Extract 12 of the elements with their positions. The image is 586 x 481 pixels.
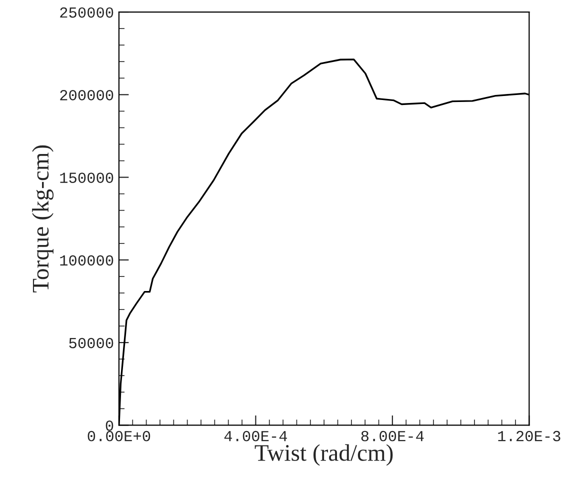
x-tick-label: 0.00E+0 [88,430,150,442]
x-tick-label: 4.00E-4 [224,430,287,442]
y-tick-label: 100000 [60,255,114,266]
y-tick-label: 250000 [60,7,114,18]
y-tick-label: 200000 [60,90,114,100]
y-tick-label: 0 [106,420,114,431]
x-axis-title: Twist (rad/cm) [254,444,393,466]
x-tick-label: 8.00E-4 [361,430,424,442]
y-tick-label: 150000 [60,172,114,183]
y-axis-title: Torque (kg-cm) [32,145,54,292]
x-tick-label: 1.20E-3 [498,430,560,442]
y-tick-label: 50000 [69,338,114,348]
